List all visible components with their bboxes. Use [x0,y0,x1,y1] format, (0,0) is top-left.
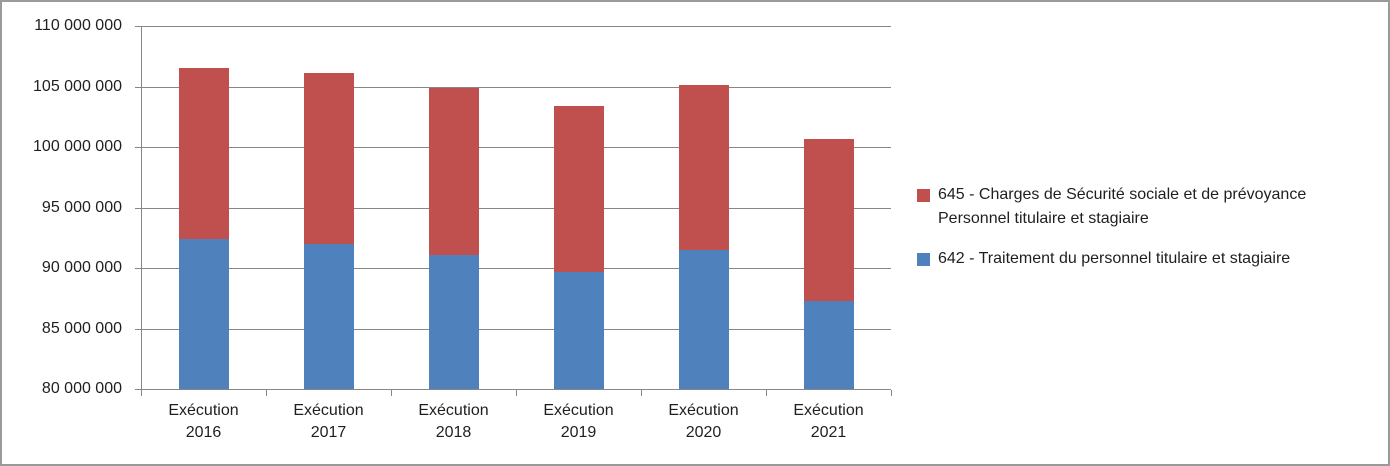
legend-label-line: Personnel titulaire et stagiaire [938,210,1149,227]
x-category-label: Exécution 2020 [668,402,739,441]
x-category-label: Exécution 2018 [418,402,489,441]
bar-segment-645 [554,106,604,272]
bar-segment-645 [679,85,729,250]
x-tick [891,390,892,396]
legend-swatch [917,253,930,266]
y-axis-line [141,26,142,389]
y-tick [135,208,141,209]
y-tick [135,389,141,390]
bar-segment-645 [429,88,479,255]
y-tick [135,147,141,148]
x-tick [766,390,767,396]
gridline [141,26,891,27]
bar-segment-645 [304,73,354,244]
x-tick [141,390,142,396]
gridline [141,147,891,148]
legend-item: 642 - Traitement du personnel titulaire … [917,247,1387,271]
gridline [141,87,891,88]
x-category-label: Exécution 2016 [168,402,239,441]
gridline [141,208,891,209]
legend-swatch [917,189,930,202]
gridline [141,329,891,330]
legend-label-line: 642 - Traitement du personnel titulaire … [938,250,1291,267]
x-tick [641,390,642,396]
legend-label: 642 - Traitement du personnel titulaire … [938,247,1290,271]
bar-segment-642 [179,239,229,389]
legend-label: 645 - Charges de Sécurité sociale et de … [938,183,1306,231]
y-tick-label: 105 000 000 [33,78,122,95]
x-category-label: Exécution 2021 [793,402,864,441]
bar-segment-642 [554,272,604,389]
bar-segment-642 [429,255,479,389]
x-category-label: Exécution 2019 [543,402,614,441]
bar-segment-645 [179,68,229,239]
bar-segment-642 [304,244,354,389]
y-tick-label: 95 000 000 [41,199,122,216]
x-tick [516,390,517,396]
x-tick [391,390,392,396]
y-tick [135,268,141,269]
x-category-label: Exécution 2017 [293,402,364,441]
y-tick [135,87,141,88]
legend-item: 645 - Charges de Sécurité sociale et de … [917,183,1387,231]
y-tick [135,329,141,330]
bar-segment-645 [804,139,854,301]
y-tick-label: 85 000 000 [41,320,122,337]
bar-segment-642 [804,301,854,389]
y-tick [135,26,141,27]
bar-segment-642 [679,250,729,389]
legend-label-line: 645 - Charges de Sécurité sociale et de … [938,186,1307,203]
x-axis-line [141,389,891,390]
x-tick [266,390,267,396]
legend: 645 - Charges de Sécurité sociale et de … [917,183,1387,287]
y-tick-label: 80 000 000 [41,380,122,397]
gridline [141,268,891,269]
y-tick-label: 110 000 000 [34,17,122,34]
y-tick-label: 90 000 000 [41,259,122,276]
y-tick-label: 100 000 000 [33,138,122,155]
